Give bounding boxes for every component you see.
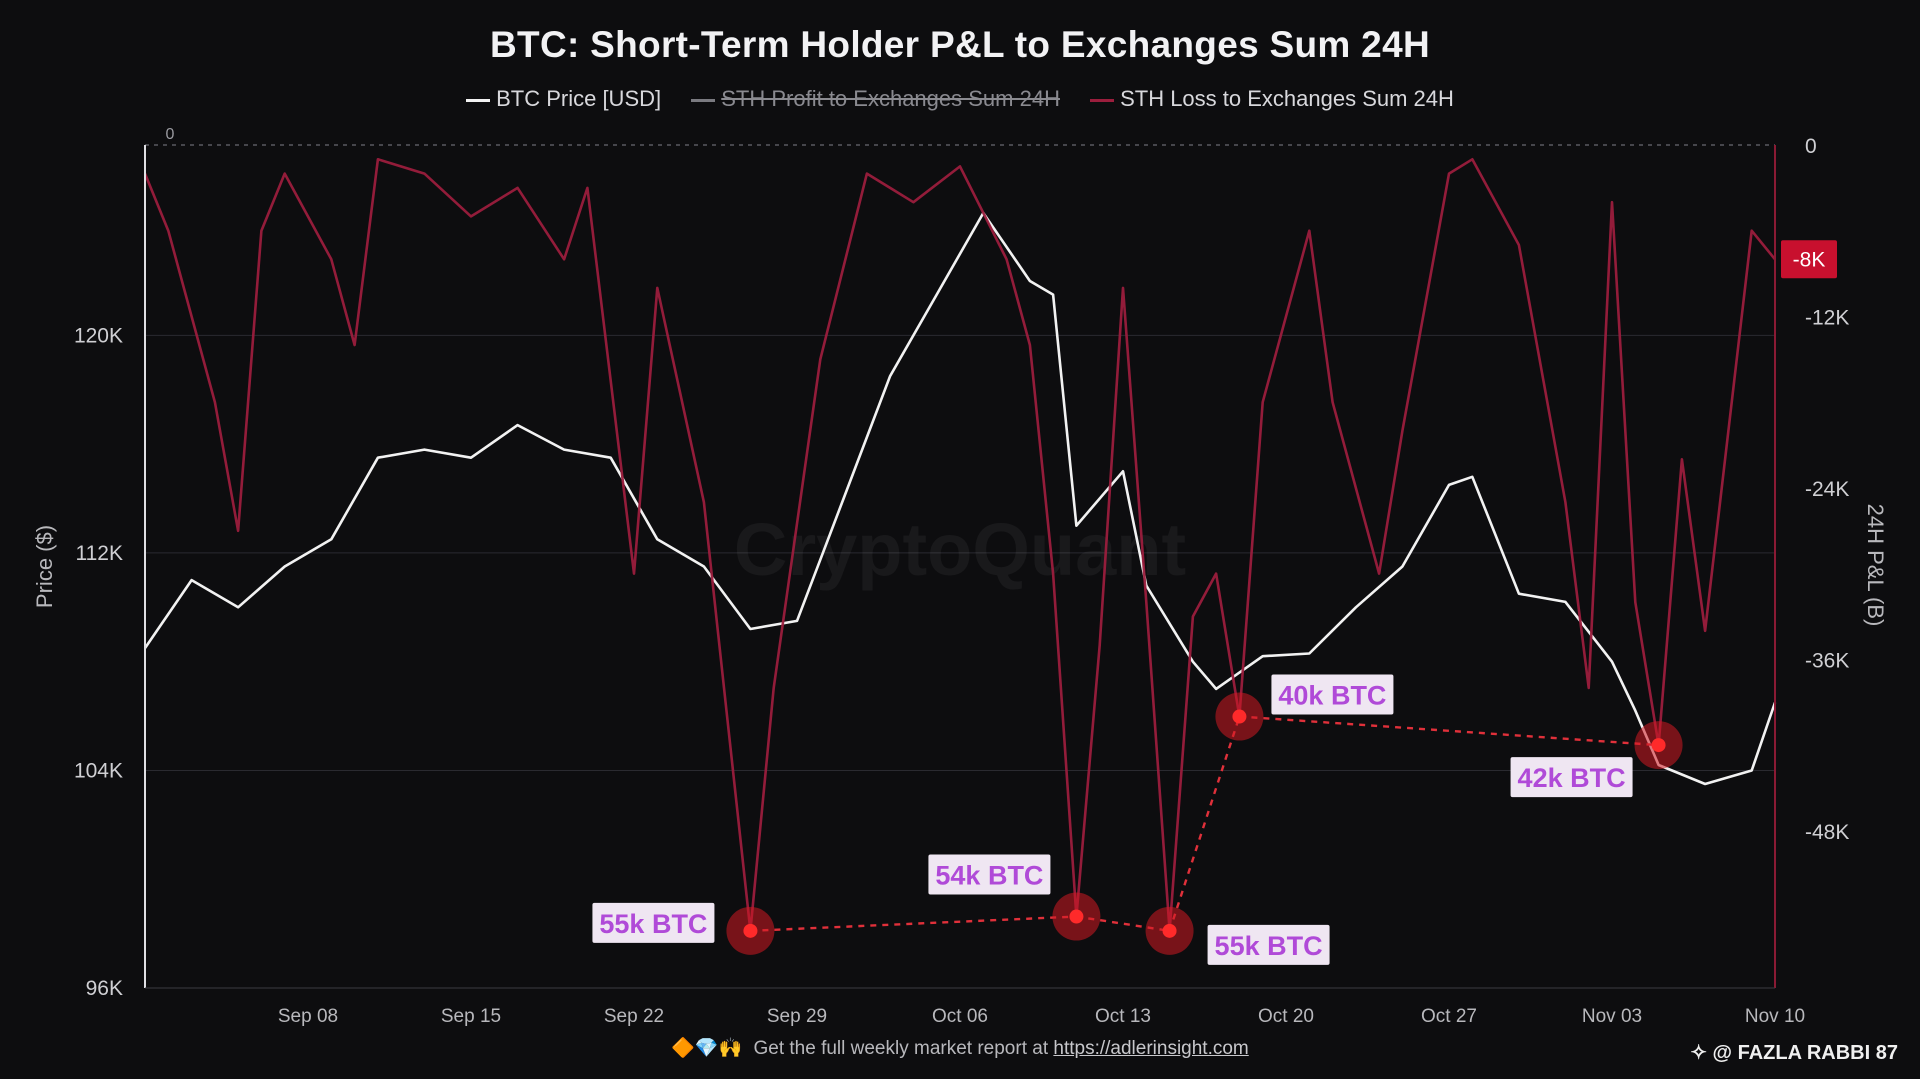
- y-right-tick-label: -12K: [1805, 306, 1849, 329]
- annotation-label: 40k BTC: [1278, 681, 1386, 711]
- y-right-tick-label: -36K: [1805, 649, 1849, 672]
- zero-label: 0: [166, 126, 175, 143]
- annotation-connector: [750, 915, 1077, 933]
- x-tick-label: Sep 22: [604, 1006, 664, 1027]
- annotation-marker: [743, 923, 758, 938]
- credit-watermark: ✧ @ FAZLA RABBI 87: [1690, 1040, 1898, 1065]
- legend-swatch-price: [466, 98, 491, 102]
- annotation-marker: [1232, 709, 1247, 724]
- x-tick-label: Sep 29: [767, 1006, 827, 1027]
- y-right-axis-title: 24H P&L (B): [1863, 504, 1888, 627]
- legend-label-price: BTC Price [USD]: [496, 86, 662, 111]
- y-left-tick-label: 96K: [86, 977, 123, 1000]
- annotation-label: 54k BTC: [935, 861, 1043, 891]
- x-tick-label: Sep 15: [441, 1006, 501, 1027]
- annotation-marker: [1162, 923, 1177, 938]
- annotation-label-box: [928, 854, 1051, 895]
- series-line-btc-price: [143, 211, 1777, 786]
- annotation-label-box: [592, 902, 715, 943]
- annotation-marker: [1651, 738, 1666, 753]
- legend-label-loss: STH Loss to Exchanges Sum 24H: [1120, 86, 1454, 111]
- annotation-label: 55k BTC: [1215, 931, 1323, 961]
- legend-swatch-loss: [1090, 98, 1115, 102]
- annotation-label-box: [1207, 924, 1330, 965]
- annotation-label-box: [1510, 757, 1633, 798]
- current-value-badge: [1781, 240, 1837, 279]
- chart-title: BTC: Short-Term Holder P&L to Exchanges …: [490, 24, 1430, 65]
- annotation-connector: [1239, 715, 1659, 747]
- credit-text: @ FAZLA RABBI 87: [1712, 1042, 1898, 1064]
- x-tick-label: Oct 20: [1258, 1006, 1314, 1027]
- watermark-text: CryptoQuant: [734, 508, 1186, 591]
- x-tick-label: Oct 27: [1421, 1006, 1477, 1027]
- annotation-label-box: [1271, 674, 1394, 715]
- x-tick-label: Oct 13: [1095, 1006, 1151, 1027]
- credit-diamond-icon: ✧: [1690, 1042, 1713, 1064]
- y-right-tick-label: -48K: [1805, 821, 1849, 844]
- y-left-tick-label: 112K: [76, 542, 124, 565]
- y-right-tick-label: 0: [1805, 135, 1817, 158]
- footer-link[interactable]: https://adlerinsight.com: [1053, 1038, 1249, 1059]
- series-line-sth-loss: [143, 158, 1777, 933]
- current-value-badge-text: -8K: [1793, 248, 1826, 271]
- y-right-tick-label: -24K: [1805, 478, 1849, 501]
- x-tick-label: Nov 10: [1745, 1006, 1805, 1027]
- x-tick-label: Nov 03: [1582, 1006, 1642, 1027]
- legend-item-price[interactable]: BTC Price [USD]: [466, 86, 661, 112]
- x-tick-label: Sep 08: [278, 1006, 338, 1027]
- annotation-label: 55k BTC: [599, 909, 707, 939]
- footer: 🔶💎🙌 Get the full weekly market report at…: [0, 1036, 1920, 1060]
- legend: BTC Price [USD] STH Profit to Exchanges …: [0, 86, 1920, 112]
- annotation-marker: [1069, 909, 1084, 924]
- y-left-axis-title: Price ($): [32, 525, 57, 608]
- legend-swatch-profit: [691, 98, 716, 102]
- annotation-label: 42k BTC: [1518, 763, 1626, 793]
- footer-emojis: 🔶💎🙌: [671, 1038, 743, 1059]
- legend-label-profit: STH Profit to Exchanges Sum 24H: [721, 86, 1060, 111]
- y-left-tick-label: 104K: [74, 759, 123, 782]
- annotation-connector: [1168, 716, 1241, 932]
- footer-text: Get the full weekly market report at: [753, 1038, 1049, 1059]
- x-tick-label: Oct 06: [932, 1006, 988, 1027]
- legend-item-loss[interactable]: STH Loss to Exchanges Sum 24H: [1090, 86, 1454, 112]
- legend-item-profit[interactable]: STH Profit to Exchanges Sum 24H: [691, 86, 1060, 112]
- y-left-tick-label: 120K: [74, 324, 123, 347]
